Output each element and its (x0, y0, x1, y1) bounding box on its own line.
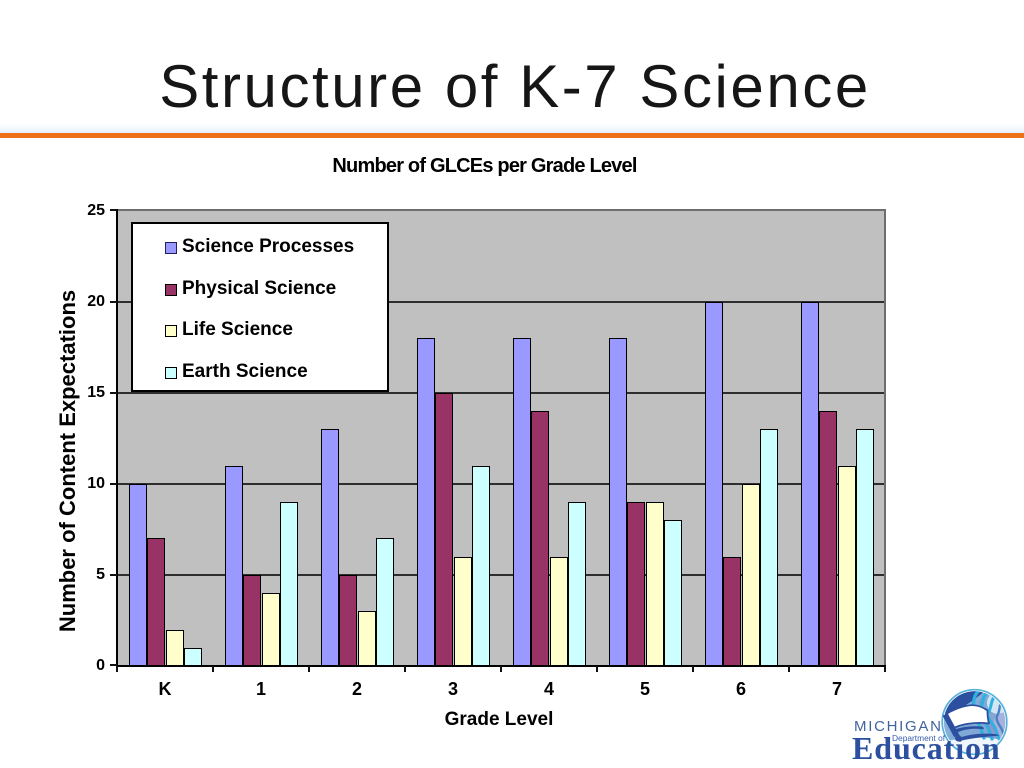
svg-text:MICHIGAN: MICHIGAN (854, 718, 943, 735)
svg-text:Department of: Department of (892, 733, 946, 743)
svg-text:Education: Education (852, 730, 1001, 766)
